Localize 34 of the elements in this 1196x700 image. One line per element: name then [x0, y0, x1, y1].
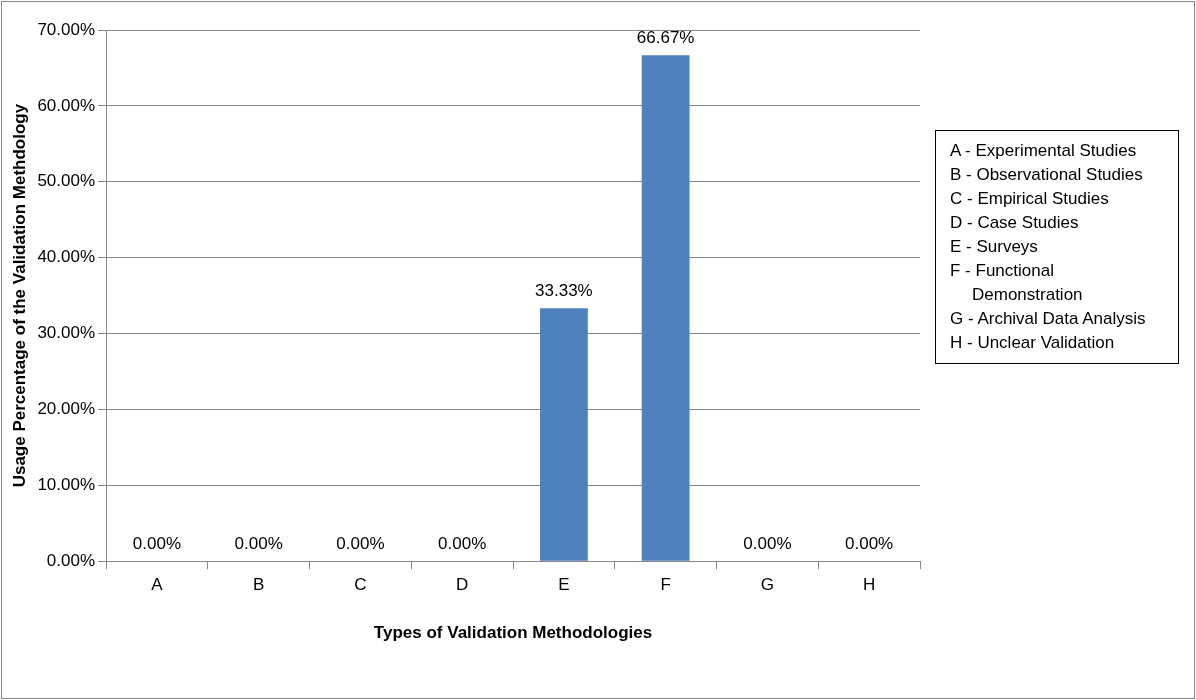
- text: F - Functional Demonstration: [950, 260, 1084, 306]
- y-tick-label: 50.00%: [37, 171, 96, 191]
- y-tick-label: 40.00%: [37, 247, 96, 267]
- y-tick-label: 0.00%: [46, 550, 96, 570]
- y-tick-label: 70.00%: [37, 19, 96, 39]
- y-axis-title: Usage Percentage of the Validation Methdology: [9, 103, 29, 488]
- data-label: 0.00%: [132, 534, 182, 554]
- x-tick-label: F: [660, 575, 671, 595]
- data-label: 0.00%: [743, 534, 792, 554]
- x-tick-label: A: [151, 575, 164, 595]
- x-tick-label: E: [558, 575, 570, 595]
- text: A - Experimental Studies: [950, 140, 1138, 162]
- x-tick-label: H: [862, 575, 876, 595]
- x-tick-label: G: [760, 575, 774, 595]
- data-label: 33.33%: [535, 281, 593, 301]
- x-tick-label: C: [354, 575, 367, 595]
- x-axis-title: Types of Validation Methodologies: [373, 623, 653, 643]
- text: G - Archival Data Analysis: [950, 308, 1147, 330]
- y-tick-label: 60.00%: [37, 95, 96, 115]
- x-tick-label: B: [253, 575, 265, 595]
- data-label: 0.00%: [438, 534, 487, 554]
- text: B - Observational Studies: [950, 164, 1144, 186]
- y-tick-label: 30.00%: [37, 323, 96, 343]
- y-tick-label: 10.00%: [37, 475, 96, 494]
- text: E - Surveys: [950, 236, 1039, 258]
- data-label: 0.00%: [234, 534, 283, 554]
- text: D - Case Studies: [950, 212, 1080, 234]
- text: C - Empirical Studies: [950, 188, 1110, 210]
- data-label: 0.00%: [336, 534, 385, 554]
- data-label: 0.00%: [845, 534, 894, 554]
- x-tick-label: D: [456, 575, 469, 595]
- data-label: 66.67%: [636, 28, 695, 48]
- y-tick-label: 20.00%: [37, 399, 96, 419]
- text: H - Unclear Validation: [950, 332, 1116, 354]
